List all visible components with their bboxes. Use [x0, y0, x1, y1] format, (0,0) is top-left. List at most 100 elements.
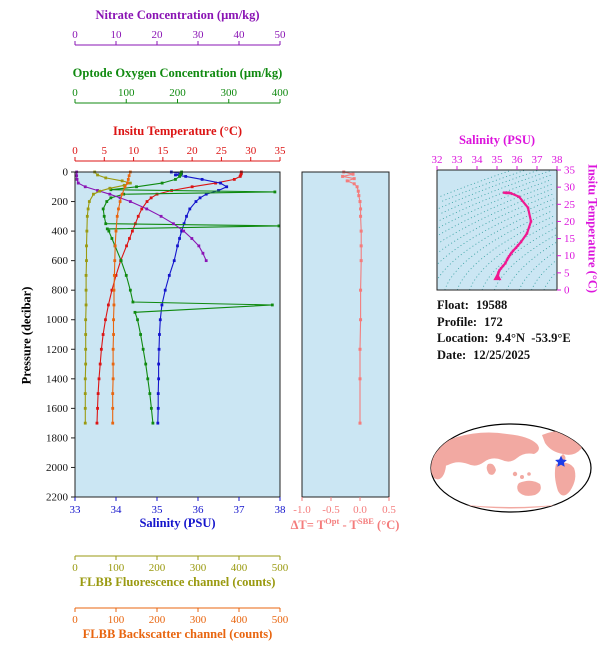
data-marker	[105, 200, 109, 203]
data-marker	[119, 259, 123, 263]
data-marker	[217, 189, 220, 192]
data-marker	[111, 347, 115, 351]
tick-label: -0.5	[322, 504, 340, 516]
data-marker	[146, 377, 150, 381]
data-marker	[238, 175, 242, 178]
data-marker	[120, 179, 124, 183]
data-marker	[200, 177, 204, 181]
data-marker	[84, 318, 88, 322]
data-marker	[108, 186, 112, 190]
data-marker	[126, 181, 129, 185]
data-marker	[85, 229, 89, 233]
data-marker	[101, 333, 105, 336]
data-marker	[225, 185, 229, 189]
data-marker	[359, 244, 363, 248]
data-marker	[201, 251, 205, 255]
data-marker	[182, 229, 186, 233]
tick-label: 38	[552, 154, 564, 166]
tick-label: 38	[275, 504, 287, 516]
data-marker	[158, 333, 161, 336]
data-marker	[529, 220, 533, 223]
tick-label: 600	[52, 255, 69, 267]
data-marker	[214, 181, 217, 185]
data-marker	[273, 190, 277, 194]
series-fluorescence	[83, 170, 133, 425]
data-marker	[136, 214, 140, 218]
data-marker	[122, 192, 126, 196]
data-marker	[144, 362, 148, 366]
data-marker	[190, 185, 194, 189]
data-marker	[359, 318, 363, 322]
data-marker	[128, 237, 131, 240]
antarctica	[457, 504, 565, 509]
data-marker	[359, 288, 363, 292]
deepest-point-marker	[493, 272, 502, 281]
data-marker	[359, 259, 363, 263]
data-marker	[160, 303, 164, 307]
tick-label: 1000	[46, 314, 69, 326]
world-map	[430, 423, 592, 513]
tick-label: -1.0	[293, 504, 311, 516]
data-marker	[110, 288, 114, 292]
data-marker	[204, 192, 208, 196]
series-ts-curve	[493, 191, 533, 281]
continent-africa	[431, 452, 446, 480]
data-marker	[83, 185, 87, 189]
data-marker	[516, 244, 520, 247]
data-marker	[197, 244, 201, 248]
data-marker	[180, 229, 183, 233]
data-marker	[359, 214, 363, 218]
data-marker	[106, 303, 110, 307]
data-marker	[204, 259, 208, 263]
data-marker	[101, 207, 105, 211]
data-marker	[505, 258, 509, 262]
tick-label: 5	[564, 267, 570, 279]
data-marker	[514, 246, 518, 250]
data-marker	[96, 189, 99, 192]
data-marker	[351, 172, 355, 176]
data-marker	[156, 392, 160, 395]
data-marker	[83, 406, 87, 410]
data-marker	[507, 191, 511, 194]
data-marker	[118, 196, 122, 200]
nitrate-axis: 0 10 20 30 40 50	[72, 29, 286, 46]
data-marker	[85, 214, 89, 218]
data-marker	[124, 274, 128, 277]
data-marker	[112, 318, 115, 322]
data-marker	[219, 181, 222, 185]
data-marker	[112, 274, 116, 277]
data-marker	[345, 179, 349, 183]
location-line: Location: 9.4°N -53.9°E	[437, 330, 571, 347]
data-marker	[113, 244, 117, 248]
data-marker	[509, 253, 512, 256]
data-marker	[352, 182, 356, 186]
tick-label: 1800	[46, 432, 69, 444]
tick-label: 35	[275, 145, 287, 157]
data-marker	[502, 191, 506, 194]
float-id-line: Float: 19588	[437, 297, 571, 314]
data-marker	[128, 200, 132, 203]
data-marker	[117, 207, 120, 211]
tick-label: 2200	[46, 492, 69, 504]
data-marker	[104, 222, 108, 226]
data-marker	[167, 274, 171, 277]
series-backscatter	[111, 170, 132, 425]
tick-label: 400	[272, 87, 289, 99]
tick-label: 35	[152, 504, 164, 516]
data-marker	[105, 227, 109, 231]
data-marker	[145, 200, 149, 203]
data-marker	[239, 173, 243, 177]
data-marker	[92, 192, 95, 196]
data-marker	[109, 196, 113, 200]
ts-salinity-axis-title: Salinity (PSU)	[458, 133, 536, 147]
data-marker	[341, 174, 345, 178]
data-marker	[83, 392, 87, 395]
tick-label: 34	[111, 504, 123, 516]
data-marker	[104, 318, 107, 322]
data-marker	[356, 189, 360, 193]
data-marker	[140, 207, 144, 211]
fluorescence-axis: 0 100 200 300 400 500	[72, 555, 289, 574]
tick-label: 10	[128, 145, 140, 157]
delta-axis: -1.0 -0.5 0.0 0.5	[293, 497, 396, 516]
